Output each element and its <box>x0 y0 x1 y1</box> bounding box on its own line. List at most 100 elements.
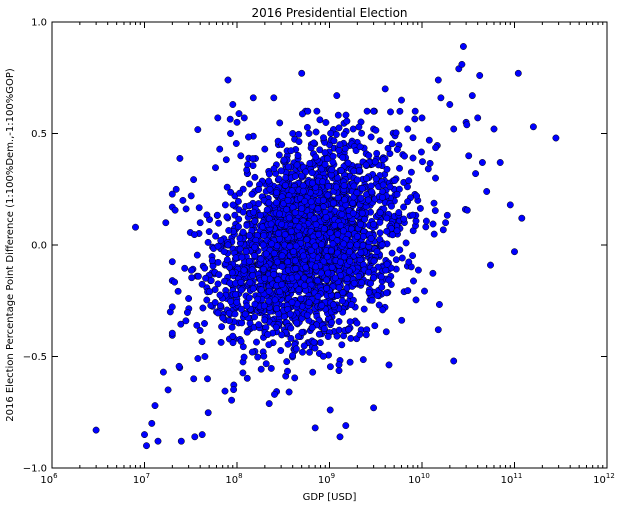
data-point <box>168 329 176 337</box>
data-point <box>240 114 248 122</box>
data-point <box>237 337 245 345</box>
data-point <box>398 316 406 324</box>
data-point <box>206 288 214 296</box>
data-point <box>313 107 321 115</box>
data-point <box>340 253 348 261</box>
data-point <box>371 322 379 330</box>
data-point <box>289 130 297 137</box>
data-point <box>320 325 328 333</box>
data-point <box>379 306 387 314</box>
data-point <box>329 301 337 309</box>
data-point <box>298 328 306 336</box>
data-point <box>244 161 252 168</box>
data-point <box>270 270 278 278</box>
data-point <box>429 220 437 228</box>
data-point <box>308 179 316 187</box>
data-point <box>422 223 430 231</box>
data-point <box>353 233 361 240</box>
data-point <box>424 165 432 173</box>
data-point <box>228 396 236 404</box>
data-point <box>281 181 289 189</box>
data-point <box>363 107 371 115</box>
data-point <box>255 321 263 329</box>
data-point <box>308 169 316 177</box>
data-point <box>262 360 270 368</box>
data-point <box>283 358 291 366</box>
data-point <box>416 204 424 212</box>
data-point <box>340 131 348 138</box>
data-point <box>231 310 239 318</box>
data-point <box>323 276 331 284</box>
data-point <box>168 303 176 311</box>
data-point <box>299 187 307 195</box>
data-point <box>251 217 259 225</box>
data-point <box>315 230 322 238</box>
data-point <box>468 92 476 100</box>
data-point <box>349 125 357 133</box>
data-point <box>353 241 361 249</box>
data-point <box>342 422 350 430</box>
data-point <box>328 318 336 326</box>
data-point <box>254 353 262 361</box>
data-point <box>262 250 270 258</box>
data-point <box>361 215 369 223</box>
data-point <box>151 402 159 410</box>
data-point <box>228 323 236 331</box>
y-axis-label: 2016 Election Percentage Point Differenc… <box>5 68 16 422</box>
data-point <box>401 152 408 160</box>
data-point <box>310 215 318 223</box>
data-point <box>518 214 526 222</box>
data-point <box>295 286 303 294</box>
data-point <box>458 60 466 68</box>
data-point <box>367 234 375 242</box>
data-point <box>270 249 278 257</box>
data-point <box>92 426 100 434</box>
data-point <box>353 176 361 184</box>
data-point <box>410 277 417 285</box>
data-point <box>261 316 269 324</box>
data-point <box>229 101 237 108</box>
data-point <box>511 248 518 256</box>
data-point <box>332 183 340 191</box>
data-point <box>388 249 396 257</box>
data-point <box>273 305 281 313</box>
data-point <box>417 148 425 156</box>
data-point <box>472 170 480 178</box>
data-point <box>487 261 494 269</box>
data-point <box>310 139 318 147</box>
data-point <box>382 328 390 336</box>
data-point <box>245 294 253 302</box>
data-point <box>291 374 299 382</box>
data-point <box>182 317 190 325</box>
data-point <box>552 134 560 142</box>
data-point <box>248 266 256 274</box>
data-point <box>236 189 244 197</box>
data-point <box>216 291 224 299</box>
data-point <box>284 163 292 171</box>
data-point <box>307 246 315 254</box>
data-point <box>217 302 224 310</box>
data-point <box>383 260 391 268</box>
data-point <box>432 174 439 182</box>
data-point <box>302 263 310 271</box>
data-point <box>367 133 375 141</box>
data-point <box>327 247 335 255</box>
data-point <box>292 345 300 353</box>
data-point <box>439 226 447 234</box>
data-point <box>422 217 430 225</box>
data-point <box>335 146 343 154</box>
data-point <box>251 243 259 251</box>
data-point <box>465 152 473 160</box>
data-point <box>245 257 253 265</box>
data-point <box>267 220 275 228</box>
data-point <box>340 240 348 248</box>
data-point <box>291 172 299 180</box>
data-point <box>346 248 354 256</box>
data-point <box>212 232 220 240</box>
y-tick-label: 0.0 <box>31 241 47 252</box>
data-point <box>182 205 190 213</box>
data-point <box>271 390 278 398</box>
data-point <box>267 364 275 372</box>
data-point <box>177 437 185 445</box>
data-point <box>293 319 301 327</box>
